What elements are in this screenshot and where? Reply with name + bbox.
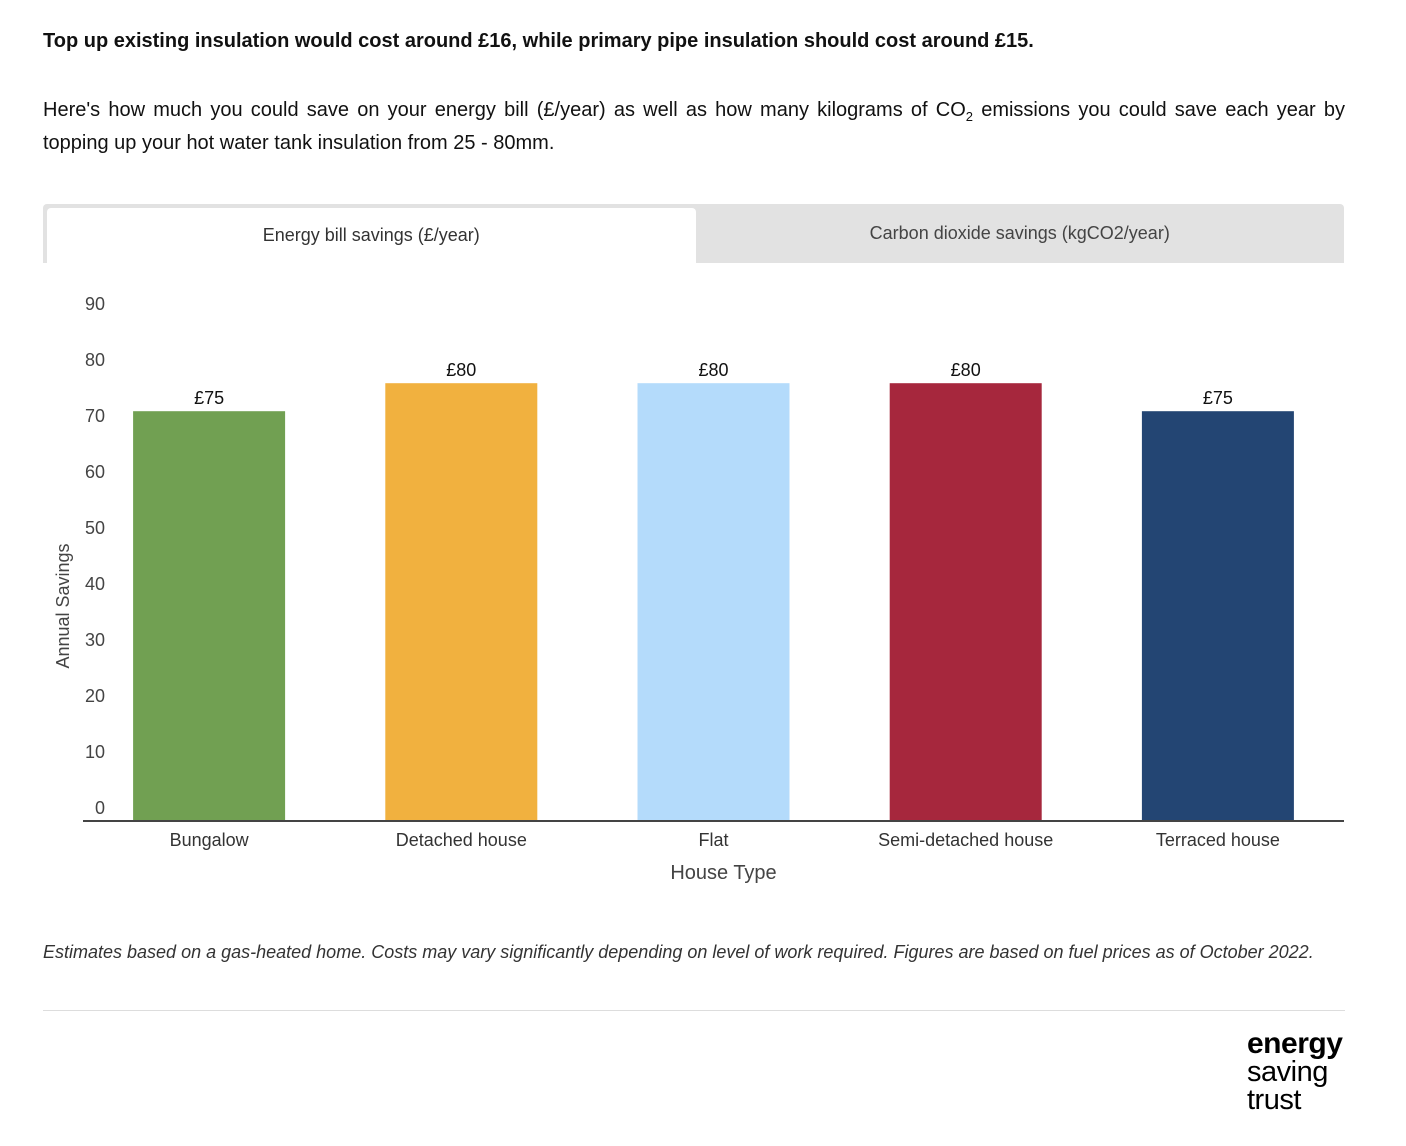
y-tick-label: 90 [85,294,105,314]
y-tick-label: 40 [85,574,105,594]
chart-tabs: Energy bill savings (£/year) Carbon diox… [43,204,1344,263]
y-tick-label: 70 [85,406,105,426]
savings-intro: Here's how much you could save on your e… [43,94,1345,160]
divider [43,1010,1345,1011]
bar-terraced-house [1141,411,1294,820]
y-tick-label: 30 [85,630,105,650]
energy-saving-trust-logo: energy saving trust [1247,1027,1347,1116]
tab-carbon-dioxide-savings[interactable]: Carbon dioxide savings (kgCO2/year) [869,223,1170,243]
logo-line-saving: saving [1247,1056,1328,1088]
data-label: £80 [698,360,728,380]
bar-flat [637,383,790,820]
bar-chart: 0 10 20 30 40 50 60 70 80 90 Annual Savings £75 Bung… [53,294,1344,884]
logo-line-energy: energy [1247,1027,1343,1060]
bar-detached-house [385,383,538,820]
intro-text-before: Here's how much you could save on your e… [43,99,966,121]
bar-semi-detached-house [889,383,1042,820]
intro-subscript: 2 [965,109,974,124]
y-tick-label: 60 [85,462,105,482]
tab-energy-bill-savings[interactable]: Energy bill savings (£/year) [47,208,696,263]
y-axis-title: Annual Savings [53,543,73,668]
y-tick-label: 80 [85,350,105,370]
y-tick-label: 10 [85,742,105,762]
bar-bungalow [133,411,286,820]
data-label: £80 [951,360,981,380]
x-tick-label: Flat [698,830,728,850]
y-tick-label: 20 [85,686,105,706]
data-label: £75 [1203,388,1233,408]
y-tick-label: 0 [95,798,105,818]
logo-line-trust: trust [1247,1084,1301,1116]
footnote: Estimates based on a gas-heated home. Co… [43,942,1314,962]
chart-container: 0 10 20 30 40 50 60 70 80 90 Annual Savings £75 Bung… [43,263,1344,903]
x-tick-label: Detached house [396,830,527,850]
x-tick-label: Terraced house [1156,830,1280,850]
data-label: £75 [194,388,224,408]
intro-text-after: emissions you could save each year by to… [43,99,1345,154]
x-tick-label: Bungalow [170,830,250,850]
y-tick-label: 50 [85,518,105,538]
data-label: £80 [446,360,476,380]
x-axis-title: House Type [670,862,776,884]
cost-summary: Top up existing insulation would cost ar… [43,30,1034,52]
x-tick-label: Semi-detached house [878,830,1053,850]
